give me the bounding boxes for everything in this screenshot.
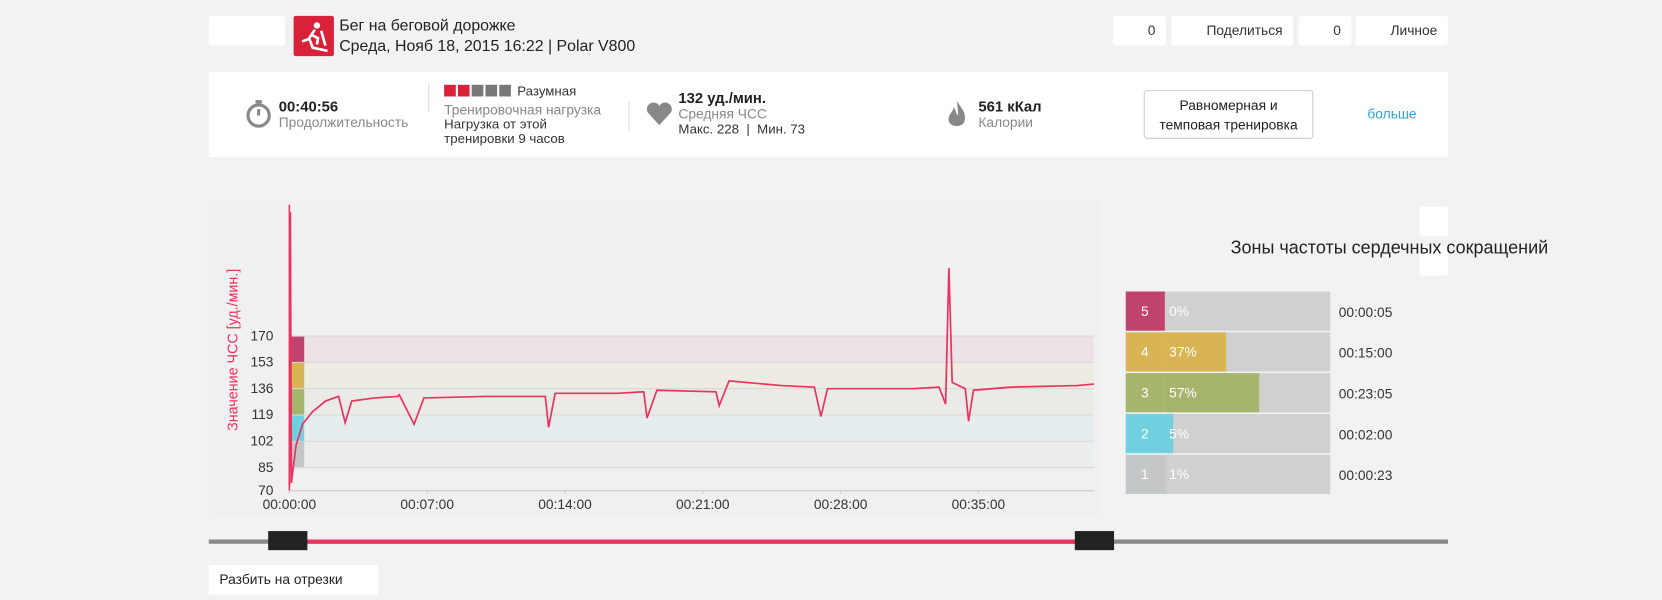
zone-time: 00:23:05 xyxy=(1339,387,1393,402)
zone-number: 5 xyxy=(1141,304,1149,319)
zone-number: 4 xyxy=(1141,345,1149,360)
zone-percent: 37% xyxy=(1169,345,1197,360)
hr-range: Макс. 228 | Мин. 73 xyxy=(678,121,806,137)
zone-number-box xyxy=(1125,373,1165,413)
zone-number-box xyxy=(1125,413,1165,454)
zone-percent: 57% xyxy=(1169,385,1197,400)
x-tick-label: 00:14:00 xyxy=(538,497,592,512)
y-tick-label: 119 xyxy=(252,407,274,422)
activity-subtitle: Среда, Нояб 18, 2015 16:22 | Polar V800 xyxy=(339,37,636,56)
activity-title: Бег на беговой дорожке xyxy=(339,16,516,35)
zones: 5 0% 00:00:05 4 37% 00:15:00 3 57% 00:23:05 2 5% 00… xyxy=(1125,291,1393,494)
heart-icon xyxy=(646,102,672,126)
zone-band xyxy=(289,388,1094,415)
zone-strip xyxy=(289,388,305,415)
split-button[interactable]: Разбить на отрезки xyxy=(208,564,379,595)
zone-percent: 5% xyxy=(1169,426,1189,441)
calories-label: Калории xyxy=(978,114,1034,131)
y-tick-label: 85 xyxy=(258,460,274,475)
zone-bar xyxy=(1164,454,1167,494)
y-tick-label: 153 xyxy=(251,355,274,370)
load-level: Разумная xyxy=(517,83,577,99)
zone-strip xyxy=(289,336,305,363)
load-label: Тренировочная нагрузка xyxy=(444,101,602,118)
sport-profile-button[interactable]: Равномерная и темповая тренировка xyxy=(1143,90,1314,139)
zone-number-box xyxy=(1125,454,1165,494)
zone-percent: 1% xyxy=(1169,467,1189,482)
tool-button[interactable] xyxy=(1419,245,1448,276)
y-tick-label: 102 xyxy=(251,434,274,449)
tool-button[interactable] xyxy=(1419,206,1448,237)
duration: 00:40:56 xyxy=(278,97,339,115)
hr-line xyxy=(288,212,1094,487)
zone-time: 00:02:00 xyxy=(1339,427,1393,442)
zone-number: 2 xyxy=(1141,426,1149,441)
duration-label: Продолжительность xyxy=(278,114,409,131)
zone-bar-bg xyxy=(1164,413,1331,454)
zone-bar xyxy=(1164,413,1174,454)
avg-hr-label: Средняя ЧСС xyxy=(678,105,767,122)
y-tick-label: 136 xyxy=(251,381,274,396)
range-handle[interactable] xyxy=(268,531,308,551)
stopwatch-icon xyxy=(246,100,271,128)
zone-number-box xyxy=(1125,332,1165,372)
zone-band xyxy=(289,441,1094,468)
x-tick-label: 00:35:00 xyxy=(952,497,1006,512)
zones-title: Зоны частоты сердечных сокращений xyxy=(1231,237,1549,257)
nav-button[interactable] xyxy=(208,15,286,46)
zone-percent: 0% xyxy=(1169,304,1189,319)
plot: 70 85 102 119 136 153 170 00:00:00 00:07:00 00:14… xyxy=(251,204,1094,512)
zone-time: 00:15:00 xyxy=(1339,346,1393,361)
x-tick-label: 00:21:00 xyxy=(676,497,730,512)
summary-panel: 00:40:56 Продолжительность Разумная Трен… xyxy=(208,72,1448,157)
zone-time: 00:00:23 xyxy=(1339,468,1393,483)
y-axis-title: Значение ЧСС [уд./мин.] xyxy=(225,269,241,431)
zone-strip xyxy=(289,362,305,389)
zone-strip xyxy=(289,414,305,442)
zone-band xyxy=(289,336,1094,363)
button[interactable]: 0 xyxy=(1298,15,1352,46)
privacy-button[interactable]: Личное xyxy=(1355,15,1448,46)
zone-strip xyxy=(289,441,305,468)
zone-number-box xyxy=(1125,291,1165,331)
button[interactable]: 0 xyxy=(1113,15,1166,46)
y-tick-label: 70 xyxy=(258,483,274,498)
x-tick-label: 00:07:00 xyxy=(400,497,454,512)
flame-icon xyxy=(948,100,966,127)
zone-bar-bg xyxy=(1164,454,1331,494)
zone-band xyxy=(289,414,1094,442)
zone-number: 1 xyxy=(1141,467,1149,482)
more-link[interactable]: больше xyxy=(1367,105,1417,122)
y-tick-label: 170 xyxy=(251,328,274,343)
zone-bar xyxy=(1164,373,1260,413)
load-dots xyxy=(444,83,511,102)
divider xyxy=(628,101,630,132)
avg-hr: 132 уд./мин. xyxy=(678,89,767,106)
treadmill-icon xyxy=(301,22,328,53)
zone-time: 00:00:05 xyxy=(1339,305,1393,320)
zone-bar xyxy=(1164,332,1227,372)
zone-number: 3 xyxy=(1141,385,1149,400)
zone-bar-bg xyxy=(1164,291,1331,331)
divider xyxy=(428,82,430,113)
range-handle[interactable] xyxy=(1074,531,1115,551)
zone-band xyxy=(289,362,1094,389)
share-button[interactable]: Поделиться xyxy=(1171,15,1294,46)
sport-icon xyxy=(293,15,334,57)
calories: 561 кКал xyxy=(978,97,1042,115)
x-tick-label: 00:28:00 xyxy=(814,497,868,512)
load-note: Нагрузка от этой тренировки 9 часов xyxy=(444,116,565,147)
x-tick-label: 00:00:00 xyxy=(263,497,317,512)
